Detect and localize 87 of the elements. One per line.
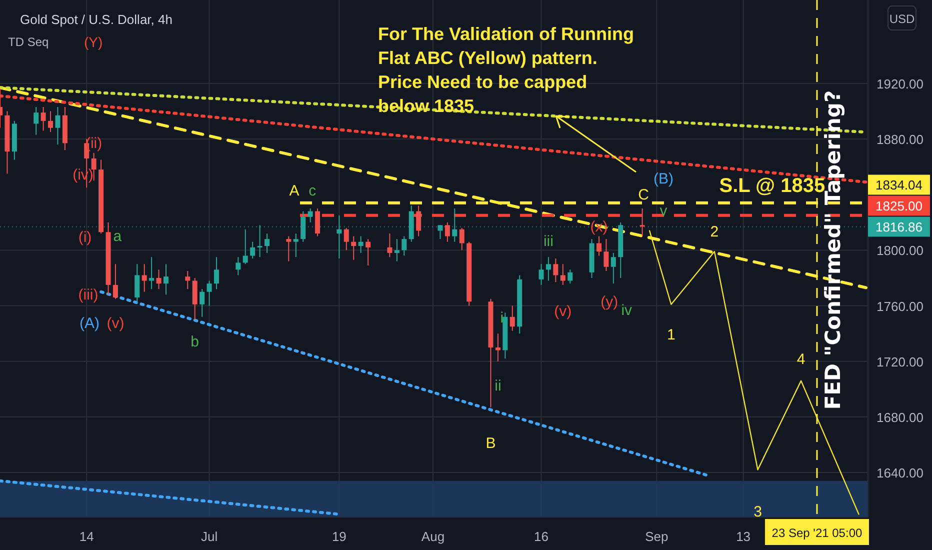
candlestick [560, 264, 566, 286]
candlestick [387, 232, 392, 258]
candlestick [264, 232, 270, 254]
candlestick [214, 256, 219, 290]
x-tick-label: 16 [534, 529, 548, 544]
candlestick [640, 208, 645, 237]
candlestick [48, 110, 54, 133]
candlestick [402, 236, 407, 256]
x-tick-label: 14 [79, 529, 94, 544]
candlestick [163, 264, 168, 296]
candlestick [293, 232, 298, 258]
annotation: 3 [754, 504, 762, 521]
annotation: i [500, 310, 504, 327]
ref-line-label: 1816.86 [876, 220, 922, 235]
annotation: 4 [796, 350, 806, 368]
ref-line-label: 23 Sep '21 05:00 [772, 526, 862, 540]
ref-line-label: 1825.00 [876, 198, 922, 214]
candlestick [444, 222, 450, 242]
candlestick [142, 264, 147, 292]
annotation: a [113, 228, 122, 246]
y-tick-label: 1720.00 [876, 354, 924, 370]
annotation: (i) [78, 229, 92, 246]
candlestick [286, 236, 292, 262]
annotation: (y) [600, 294, 618, 311]
candlestick [358, 236, 364, 254]
annotation: (Y) [84, 34, 103, 50]
annotation: A [289, 182, 300, 200]
candlestick [134, 264, 140, 304]
candlestick [351, 236, 356, 260]
x-tick-label: 19 [332, 529, 346, 544]
candlestick [538, 264, 544, 286]
annotation: (v) [106, 314, 124, 332]
annotation: 1 [666, 326, 676, 344]
annotation: iv [621, 302, 633, 319]
annotation: ii [494, 377, 502, 394]
x-tick-label: Sep [645, 529, 668, 544]
x-tick-label: Aug [421, 529, 445, 544]
y-tick-label: 1880.00 [876, 132, 924, 147]
annotation: (v) [554, 302, 572, 320]
annotation: C [638, 186, 650, 204]
candlestick [250, 241, 256, 259]
y-tick-label: 1680.00 [876, 410, 924, 425]
candlestick [185, 270, 190, 290]
candlestick [206, 280, 212, 306]
y-tick-label: 1920.00 [876, 76, 924, 92]
candlestick [34, 106, 39, 136]
annotation: (B) [654, 170, 674, 188]
candlestick [91, 152, 96, 182]
annotation: c [308, 182, 317, 200]
text: TD Seq [8, 35, 49, 49]
candlestick [553, 258, 558, 283]
candlestick [394, 238, 400, 262]
annotation: 2 [710, 224, 719, 241]
annotation: B [486, 435, 496, 452]
annotation: (A) [79, 314, 100, 332]
y-tick-label: 1760.00 [876, 298, 924, 314]
annotation: v [660, 202, 668, 220]
candlestick [55, 106, 60, 146]
annotation: b [190, 334, 200, 351]
candlestick [510, 305, 515, 332]
ref-line-label: 1834.04 [876, 178, 922, 193]
candlestick [315, 208, 320, 237]
candlestick [242, 228, 248, 265]
x-tick-label: 13 [736, 529, 751, 544]
candlestick [610, 252, 616, 284]
candlestick [416, 205, 422, 237]
candlestick [596, 236, 602, 256]
candlestick [568, 269, 573, 284]
candlestick [192, 277, 198, 320]
annotation: (iii) [78, 286, 98, 304]
text: Gold Spot / U.S. Dollar, 4h [20, 12, 172, 27]
candlestick [112, 264, 118, 300]
text: USD [889, 12, 915, 26]
candlestick [604, 238, 609, 272]
y-tick-label: 1640.00 [876, 466, 924, 481]
candlestick [200, 288, 205, 318]
y-tick-label: 1800.00 [876, 243, 924, 258]
x-tick-label: Jul [200, 529, 218, 544]
candlestick [236, 256, 241, 276]
candlestick [308, 208, 313, 223]
candlestick [459, 227, 464, 251]
candlestick [366, 238, 371, 266]
candlestick [156, 269, 162, 290]
annotation: iii [543, 233, 554, 250]
candlestick [344, 227, 349, 251]
candlestick [40, 106, 46, 132]
candlestick [546, 256, 551, 282]
